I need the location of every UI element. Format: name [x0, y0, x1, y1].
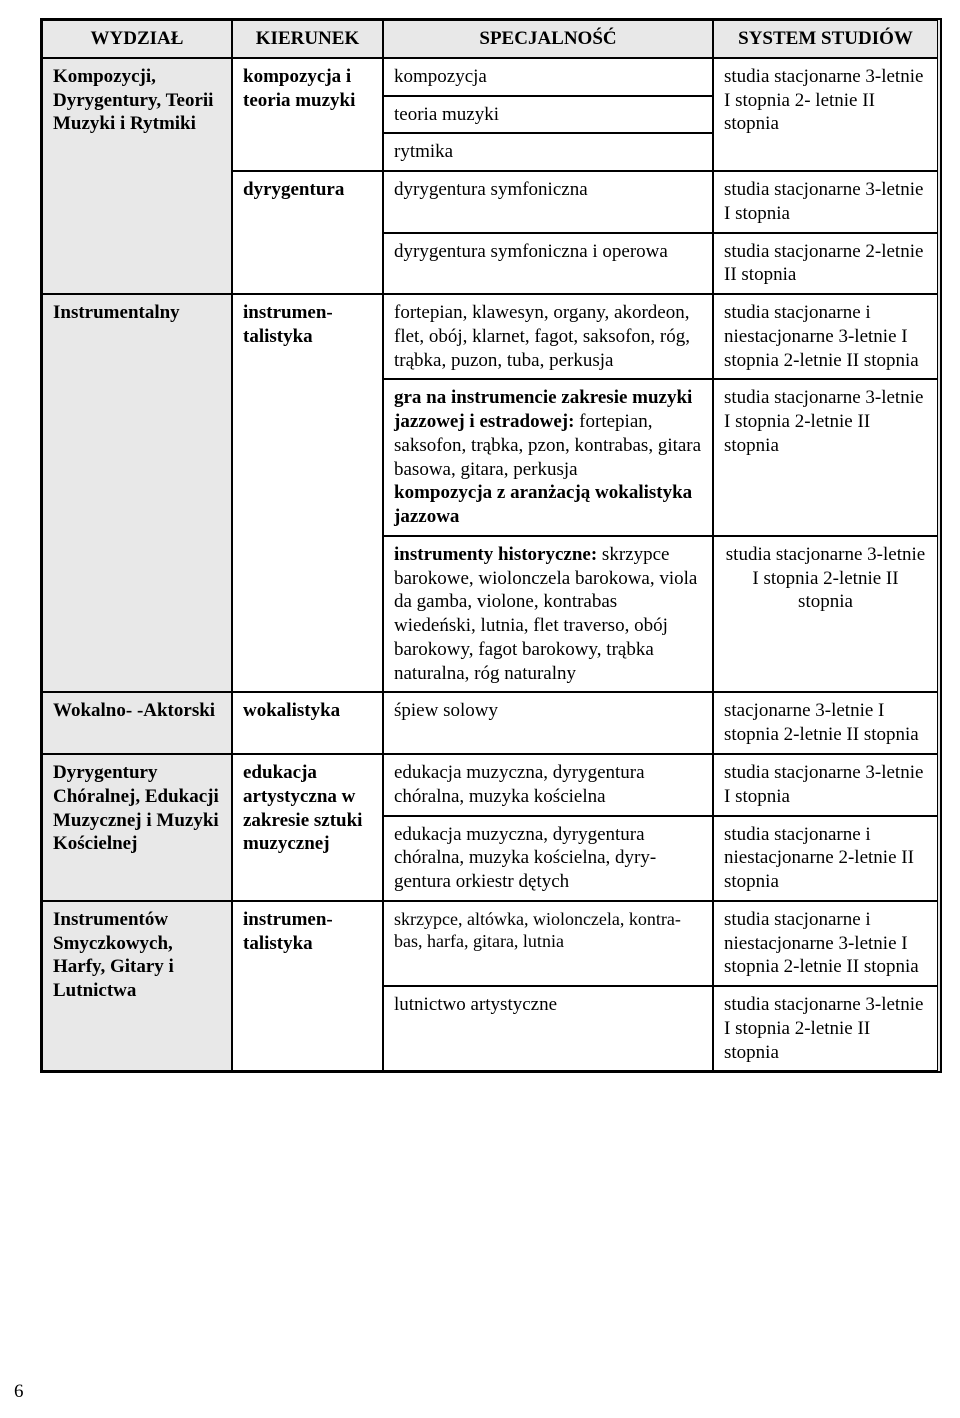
- system-instrum-1: studia stacjonarne i niestacjonarne 3-le…: [713, 294, 938, 379]
- text-bold: kompozycja z aranżacją wokalistyka jazzo…: [394, 482, 692, 527]
- wydzial-kompozycji: Kompozycji, Dyrygentury, Teorii Muzyki i…: [42, 58, 232, 294]
- system-instrum-jazz: studia stacjonarne 3-letnie I stopnia 2-…: [713, 379, 938, 536]
- system-edu-2: studia stacjonarne i niestacjonarne 2-le…: [713, 816, 938, 901]
- spec-smyczk: skrzypce, altówka, wiolonczela, kontra­b…: [383, 901, 713, 986]
- spec-teoria: teoria muzyki: [383, 96, 713, 134]
- text-bold: instrumenty historyczne:: [394, 544, 597, 565]
- kierunek-edukacja: edukacja artystyczna w zakresie sztuki m…: [232, 754, 383, 901]
- spec-instrum-1: fortepian, klawesyn, organy, akorde­on, …: [383, 294, 713, 379]
- system-instrum-hist: studia stacjonarne 3-letnie I stopnia 2-…: [713, 536, 938, 693]
- spec-instrum-jazz: gra na instrumencie zakresie muzyki jazz…: [383, 379, 713, 536]
- kierunek-instr-2: instrumen­talistyka: [232, 901, 383, 1072]
- system-spiew: stacjonarne 3-letnie I stopnia 2-letnie …: [713, 692, 938, 754]
- spec-edu-1: edukacja muzyczna, dyrygentura chóralna,…: [383, 754, 713, 816]
- wydzial-dyryg-choralnej: Dyrygentury Chóralnej, Edu­kacji Muzyczn…: [42, 754, 232, 901]
- wydzial-wokalno: Wokalno- -Aktorski: [42, 692, 232, 754]
- spec-spiew: śpiew solowy: [383, 692, 713, 754]
- system-kompozycja: studia stacjonarne 3-letnie I stopnia 2-…: [713, 58, 938, 171]
- spec-rytmika: rytmika: [383, 133, 713, 171]
- kierunek-wokalistyka: wokalistyka: [232, 692, 383, 754]
- th-wydzial: WYDZIAŁ: [42, 20, 232, 58]
- kierunek-instrumentalistyka: instrumen­talistyka: [232, 294, 383, 692]
- spec-edu-2: edukacja muzyczna, dyrygentura chóralna,…: [383, 816, 713, 901]
- kierunek-kompozycja: kompozycja i teoria muzyki: [232, 58, 383, 171]
- spec-kompozycja: kompozycja: [383, 58, 713, 96]
- kierunek-dyrygentura: dyrygentura: [232, 171, 383, 294]
- th-system: SYSTEM STUDIÓW: [713, 20, 938, 58]
- system-dyryg-symf: studia stacjonarne 3-letnie I stopnia: [713, 171, 938, 233]
- system-dyryg-operowa: studia stacjonarne 2-letnie II stopnia: [713, 233, 938, 295]
- programs-table: WYDZIAŁ KIERUNEK SPECJALNOŚĆ SYSTEM STUD…: [40, 18, 942, 1073]
- wydzial-smyczkowych: Instrumentów Smyczkowych, Harfy, Gitary …: [42, 901, 232, 1072]
- spec-lutnictwo: lutnictwo artystyczne: [383, 986, 713, 1071]
- system-lutnictwo: studia stacjonarne 3-letnie I stopnia 2-…: [713, 986, 938, 1071]
- spec-instrum-hist: instrumenty historyczne: skrzypce baroko…: [383, 536, 713, 693]
- th-specjalnosc: SPECJALNOŚĆ: [383, 20, 713, 58]
- wydzial-instrumentalny: Instrumen­talny: [42, 294, 232, 692]
- spec-dyryg-symf: dyrygentura symfoniczna: [383, 171, 713, 233]
- th-kierunek: KIERUNEK: [232, 20, 383, 58]
- spec-dyryg-operowa: dyrygentura symfoniczna i operowa: [383, 233, 713, 295]
- system-edu-1: studia stacjonarne 3-letnie I stopnia: [713, 754, 938, 816]
- page-number: 6: [14, 1380, 24, 1404]
- system-smyczk: studia stacjonarne i niestacjonarne 3-le…: [713, 901, 938, 986]
